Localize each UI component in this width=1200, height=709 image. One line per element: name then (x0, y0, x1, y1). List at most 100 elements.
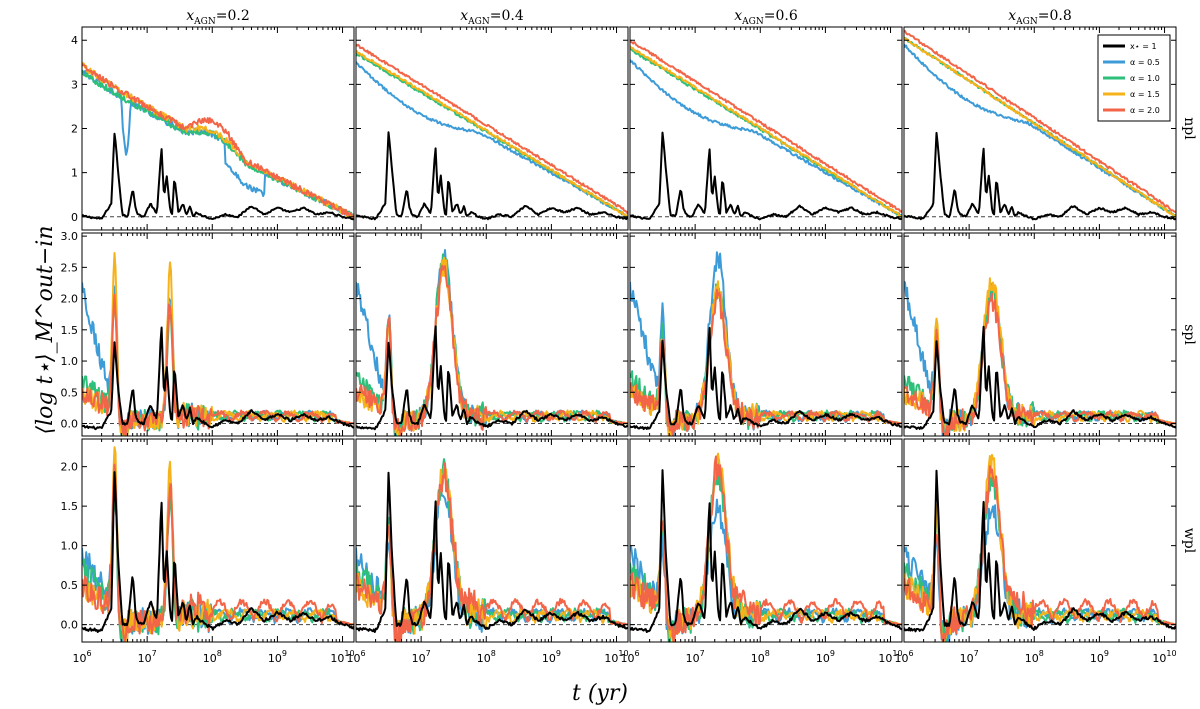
y-tick-label: 2.5 (61, 261, 79, 274)
y-tick-label: 0.5 (61, 579, 79, 592)
y-tick-label: 1 (71, 167, 78, 180)
panel-frame (81, 232, 355, 437)
series-line-0 (82, 132, 354, 221)
x-tick-label: 108 (477, 649, 496, 665)
series-line-0 (356, 325, 628, 431)
panel-grid: 0 1 2 3 4 0.0 0.5 1.0 1.5 2.0 2.5 3.0 0.0 0.5 1.0 1.5 2.… (61, 26, 1177, 665)
y-tick-label: 1.5 (61, 324, 79, 337)
x-tick-label: 108 (751, 649, 770, 665)
x-tick-label: 106 (346, 649, 365, 665)
series-line-3 (356, 256, 628, 436)
series-line-0 (630, 469, 902, 633)
panel-frame (355, 232, 629, 437)
y-tick-label: 0 (71, 211, 78, 224)
series-line-4 (82, 63, 354, 219)
y-tick-label: 2.0 (61, 461, 79, 474)
column-title: xAGN=0.2 (186, 8, 249, 27)
panel-r1-c2 (629, 232, 903, 437)
series-line-3 (356, 50, 628, 217)
panel-r2-c1: 106 107 108 109 1010 (346, 438, 629, 665)
row-label: spl (1181, 324, 1197, 345)
legend-label: α = 1.0 (1130, 74, 1160, 83)
x-tick-label: 1010 (604, 649, 628, 665)
series-line-0 (356, 131, 628, 221)
series-line-4 (356, 462, 628, 642)
panel-r0-c3 (903, 26, 1177, 231)
x-axis-label: t (yr) (572, 681, 628, 706)
x-tick-label: 1010 (878, 649, 902, 665)
y-tick-label: 1.5 (61, 500, 79, 513)
column-title: xAGN=0.8 (1008, 8, 1071, 27)
series-line-0 (904, 469, 1176, 633)
panel-frame (629, 26, 903, 231)
x-tick-label: 109 (268, 649, 287, 665)
x-tick-label: 109 (1090, 649, 1109, 665)
y-tick-label: 2.0 (61, 293, 79, 306)
series-line-4 (904, 29, 1176, 213)
panel-r2-c2: 106 107 108 109 1010 (620, 438, 903, 665)
x-tick-label: 107 (686, 649, 705, 665)
legend-label: α = 0.5 (1130, 58, 1160, 67)
series-line-1 (630, 59, 902, 218)
series-line-4 (630, 39, 902, 214)
panel-r1-c0: 0.0 0.5 1.0 1.5 2.0 2.5 3.0 (61, 230, 355, 437)
x-tick-label: 106 (894, 649, 913, 665)
panel-r2-c3: 106 107 108 109 1010 (894, 438, 1177, 665)
x-tick-label: 1010 (330, 649, 354, 665)
x-tick-label: 107 (960, 649, 979, 665)
y-tick-label: 0.5 (61, 386, 79, 399)
series-line-4 (904, 465, 1176, 642)
y-tick-label: 0.0 (61, 418, 79, 431)
x-tick-label: 106 (620, 649, 639, 665)
legend-label: α = 1.5 (1130, 90, 1160, 99)
y-tick-label: 1.0 (61, 355, 79, 368)
series-line-4 (356, 264, 628, 436)
y-tick-label: 1.0 (61, 540, 79, 553)
series-line-0 (356, 471, 628, 633)
panel-frame (903, 438, 1177, 643)
legend-label: α = 2.0 (1130, 106, 1160, 115)
panel-frame (629, 438, 903, 643)
legend: x⋆ = 1 α = 0.5 α = 1.0 α = 1.5 α = 2.0 (1097, 34, 1171, 122)
series-line-0 (904, 325, 1176, 430)
column-titles: xAGN=0.2 xAGN=0.4 xAGN=0.6 xAGN=0.8 (186, 8, 1071, 27)
x-tick-label: 108 (1025, 649, 1044, 665)
panel-r0-c1 (355, 26, 629, 231)
panel-frame (629, 232, 903, 437)
series-line-3 (630, 45, 902, 218)
row-label: npl (1181, 117, 1197, 140)
y-tick-label: 3.0 (61, 230, 79, 243)
x-tick-label: 106 (72, 649, 91, 665)
x-tick-label: 107 (138, 649, 157, 665)
series-line-1 (356, 249, 628, 436)
y-tick-label: 2 (71, 123, 78, 136)
panel-r1-c3 (903, 232, 1177, 437)
series-line-3 (904, 453, 1176, 642)
panel-frame (903, 232, 1177, 437)
y-tick-label: 0.0 (61, 619, 79, 632)
panel-r2-c0: 0.0 0.5 1.0 1.5 2.0 106 107 108 109 1010 (61, 438, 355, 665)
series-line-0 (82, 326, 354, 431)
series-line-0 (904, 131, 1176, 221)
column-title: xAGN=0.6 (734, 8, 798, 27)
y-tick-label: 3 (71, 78, 78, 91)
y-tick-label: 4 (71, 34, 78, 47)
series-line-0 (630, 131, 902, 221)
panel-r1-c1 (355, 232, 629, 437)
y-axis-label: ⟨log t⋆⟩_M^out−in (33, 226, 58, 435)
x-tick-label: 1010 (1152, 649, 1176, 665)
panel-r0-c0: 0 1 2 3 4 (71, 26, 355, 231)
panel-frame (81, 438, 355, 643)
x-tick-label: 108 (203, 649, 222, 665)
series-line-3 (904, 37, 1176, 218)
row-labels: npl spl wpl (1181, 117, 1197, 553)
series-line-0 (82, 471, 354, 633)
legend-label: x⋆ = 1 (1130, 42, 1157, 51)
series-line-4 (356, 43, 628, 214)
column-title: xAGN=0.4 (460, 8, 524, 27)
panel-r0-c2 (629, 26, 903, 231)
x-tick-label: 109 (542, 649, 561, 665)
panel-frame (355, 438, 629, 643)
series-line-2 (630, 283, 902, 433)
